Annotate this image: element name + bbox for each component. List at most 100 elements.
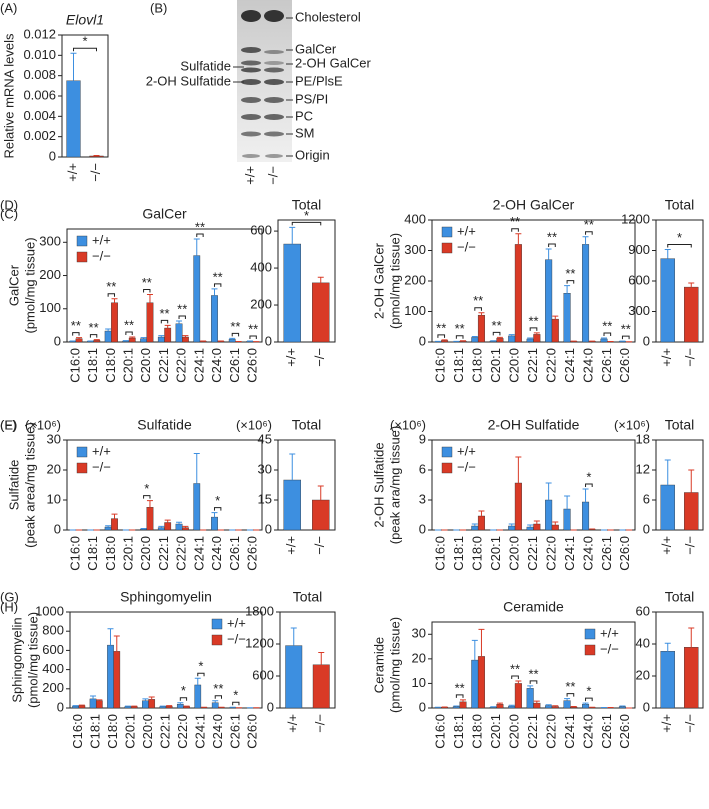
- x-tick-label: C18:1: [88, 714, 103, 749]
- bar: [496, 704, 504, 709]
- bar: [684, 286, 699, 343]
- error-bar: [146, 500, 153, 508]
- error-bar: [478, 312, 485, 316]
- y-tick-label: 20: [412, 650, 426, 665]
- y-tick-label: 1000: [35, 603, 64, 618]
- y-tick-label: 0.010: [23, 47, 56, 62]
- x-tick-label: C18:0: [105, 714, 120, 749]
- x-tick-label: C20:1: [123, 714, 138, 749]
- bar: [182, 336, 189, 343]
- bar: [89, 698, 97, 709]
- significance-bracket: [474, 307, 482, 311]
- bar: [545, 259, 553, 343]
- error-bar: [317, 276, 324, 283]
- significance-bracket: [566, 280, 575, 284]
- x-tick-label: C24:0: [580, 714, 595, 749]
- bar: [104, 330, 112, 343]
- error-bar: [193, 453, 200, 484]
- significance-bracket: [455, 694, 464, 698]
- error-bar: [158, 525, 165, 528]
- error-bar: [164, 519, 171, 523]
- y-tick-label: 0: [49, 148, 56, 163]
- bar: [514, 244, 522, 343]
- x-tick-label: C26:1: [227, 348, 242, 383]
- significance-label: **: [621, 322, 631, 337]
- error-bar: [76, 337, 83, 339]
- bar: [89, 155, 104, 158]
- bar: [146, 507, 154, 531]
- significance-bracket: [73, 47, 97, 52]
- panel-label: (A): [0, 0, 17, 15]
- x-tick-label: C26:0: [617, 348, 632, 383]
- y-tick-label: 0.004: [23, 108, 56, 123]
- error-bar: [113, 635, 120, 652]
- x-tick-label: C26:1: [227, 536, 242, 571]
- error-bar: [496, 702, 503, 705]
- y-tick-label: 200: [404, 272, 426, 287]
- bar: [582, 244, 590, 343]
- y-tick-label: 600: [250, 223, 272, 238]
- significance-label: **: [473, 293, 483, 308]
- significance-label: **: [455, 680, 465, 695]
- y-tick-label: 200: [250, 296, 272, 311]
- significance-label: **: [565, 266, 575, 281]
- y-tick-label: 100: [39, 300, 61, 315]
- legend-label: −/−: [92, 459, 111, 474]
- error-bar: [564, 285, 571, 294]
- significance-label: *: [144, 481, 149, 496]
- significance-bracket: [566, 693, 575, 697]
- bar: [211, 516, 218, 531]
- x-tick-label: C22:1: [156, 348, 171, 383]
- error-bar: [688, 282, 695, 288]
- band-label: Origin: [295, 147, 330, 162]
- x-tick-label: C16:0: [67, 536, 82, 571]
- error-bar: [552, 315, 559, 320]
- band-label: Sulfatide: [180, 58, 231, 73]
- bar: [471, 659, 479, 709]
- error-bar: [527, 524, 534, 527]
- y-tick-label: 1800: [245, 603, 274, 618]
- legend-label: −/−: [457, 239, 476, 254]
- chart-title: Total: [292, 197, 322, 213]
- x-tick-label: C24:1: [192, 714, 207, 749]
- significance-label: **: [547, 229, 557, 244]
- significance-label: **: [71, 318, 81, 333]
- significance-label: *: [586, 684, 591, 699]
- bar: [75, 338, 83, 343]
- significance-label: **: [528, 666, 538, 681]
- significance-bracket: [585, 231, 593, 235]
- y-tick-label: 12: [636, 461, 650, 476]
- x-tick-label: C26:0: [245, 714, 260, 749]
- y-axis-label: (pmol/mg tissue): [25, 612, 40, 708]
- significance-label: **: [510, 214, 520, 229]
- error-bar: [229, 337, 236, 340]
- bar: [113, 651, 121, 709]
- bar: [588, 529, 596, 531]
- bar: [533, 334, 541, 343]
- error-bar: [146, 293, 153, 303]
- error-bar: [105, 328, 112, 332]
- significance-bracket: [213, 283, 222, 287]
- x-tick-label: C16:0: [433, 536, 448, 571]
- error-bar: [212, 700, 219, 703]
- significance-label: **: [213, 681, 223, 696]
- x-tick-label: C22:0: [543, 348, 558, 383]
- legend-swatch: [76, 446, 88, 458]
- significance-label: **: [213, 269, 223, 284]
- x-tick-label: C24:1: [562, 714, 577, 749]
- x-tick-label: C26:1: [599, 714, 614, 749]
- error-bar: [582, 488, 589, 502]
- significance-bracket: [179, 697, 188, 701]
- error-bar: [688, 627, 695, 648]
- x-tick-label: −/−: [312, 536, 327, 555]
- y-tick-label: 0: [643, 333, 650, 348]
- x-tick-label: C20:1: [488, 348, 503, 383]
- y-tick-label: 600: [252, 667, 274, 682]
- significance-bracket: [437, 334, 446, 338]
- bar: [285, 645, 303, 709]
- bar: [182, 527, 189, 531]
- bar: [545, 499, 553, 531]
- significance-bracket: [249, 335, 257, 340]
- lane-label: +/+: [242, 166, 257, 185]
